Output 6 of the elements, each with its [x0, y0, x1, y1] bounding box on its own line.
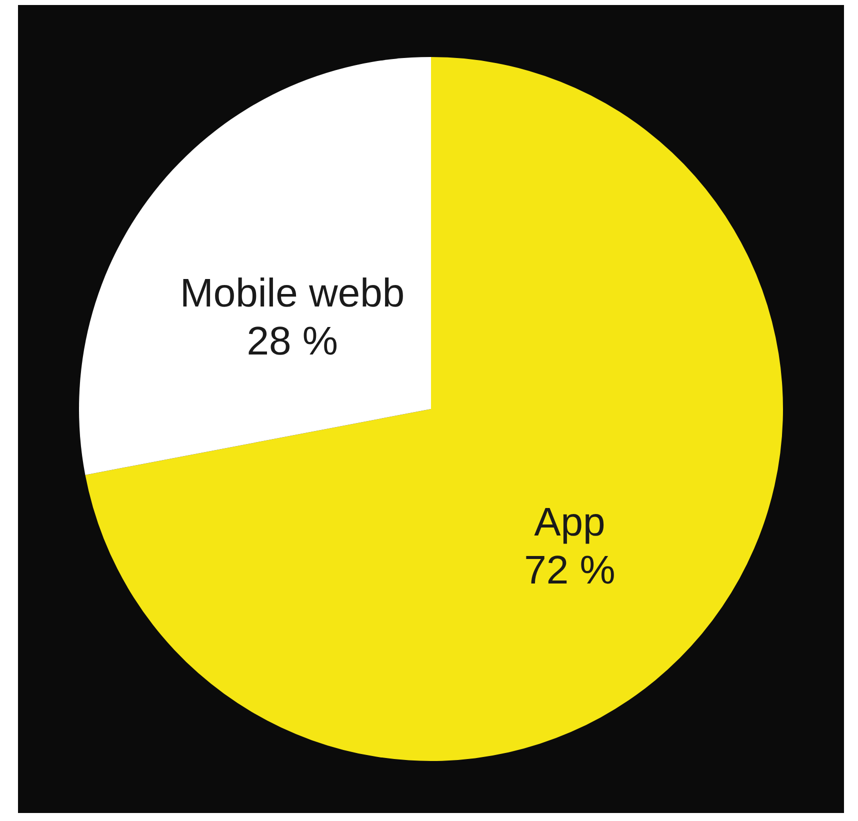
pie-slice: [85, 57, 783, 761]
pie-slice: [80, 57, 431, 475]
data-label: 28 %: [246, 319, 338, 364]
slice-label: Mobile webb: [180, 271, 405, 316]
data-label: 72 %: [524, 548, 616, 593]
slice-label: App: [534, 500, 606, 545]
